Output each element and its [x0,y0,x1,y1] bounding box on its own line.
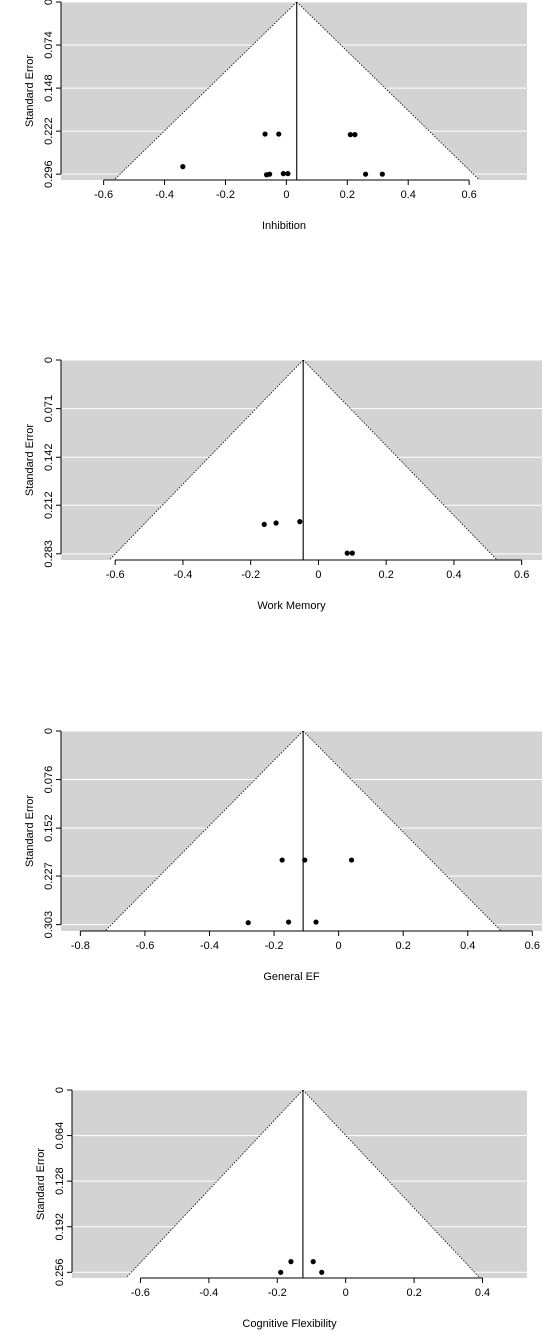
x-tick-label-8: 0.6 [525,940,540,952]
study-point-2 [288,1259,294,1265]
x-tick-label-3: -0.2 [241,569,260,581]
funnel-right-edge [302,1090,481,1278]
study-point-11 [379,171,385,177]
x-tick-label-5: 0 [336,940,342,952]
x-tick-label-7: 0.6 [461,189,476,201]
funnel-plot-panel-3: 0 0.076 0.152 0.227 0.303 -0.8 -0.6 -0.4 -0.2 0 0.… [24,728,542,983]
x-tick-label-2: -0.4 [199,1287,218,1299]
x-tick-label-6: 0.4 [446,569,461,581]
study-point-1 [261,521,267,527]
x-tick-label-2: -0.4 [173,569,192,581]
study-point-3 [297,519,303,525]
y-tick-label-1: 0 [43,728,55,734]
study-point-8 [347,132,353,138]
x-tick-label-6: 0.2 [396,940,411,952]
x-tick-label-1: -0.6 [94,189,113,201]
funnel-plot-panel-1: 0 0.074 0.148 0.222 0.296 -0.6 -0.4 -0.2 0 0.2 0.4… [24,0,527,232]
y-axis-title: Standard Error [24,424,36,496]
x-axis-title: Work Memory [257,600,326,612]
study-point-10 [362,171,369,177]
y-tick-label-5: 0.296 [43,160,55,188]
study-point-2 [279,857,285,863]
y-tick-label-3: 0.152 [43,814,55,842]
study-point-9 [352,132,358,138]
study-point-5 [276,131,282,137]
study-point-1 [245,920,251,926]
x-axis-title: Cognitive Flexibility [242,1318,337,1330]
x-tick-label-1: -0.6 [131,1287,150,1299]
y-tick-label-1: 0 [43,357,55,363]
funnel-left-edge [113,2,298,180]
study-point-2 [262,131,268,137]
x-tick-label-5: 0.2 [406,1287,421,1299]
funnel-right-edge [302,731,502,931]
x-tick-label-5: 0.2 [340,189,355,201]
x-tick-label-7: 0.6 [514,569,529,581]
x-tick-label-2: -0.6 [135,940,154,952]
x-tick-label-6: 0.4 [475,1287,490,1299]
y-tick-label-3: 0.128 [54,1167,66,1195]
study-point-4 [344,550,350,556]
study-point-4 [267,171,273,177]
y-tick-label-2: 0.071 [43,395,55,423]
y-tick-label-2: 0.076 [43,766,55,794]
x-tick-label-3: -0.4 [200,940,219,952]
x-tick-label-5: 0.2 [379,569,394,581]
funnel-left-edge [109,360,304,560]
study-point-4 [302,857,308,863]
x-tick-label-4: 0 [283,189,289,201]
y-tick-label-5: 0.283 [43,540,55,568]
y-tick-label-3: 0.148 [43,74,55,102]
funnel-left-edge [125,1090,304,1278]
x-tick-label-4: 0 [315,569,321,581]
study-point-3 [310,1259,316,1265]
study-point-6 [348,857,355,863]
study-point-7 [285,171,291,177]
y-tick-label-2: 0.074 [43,31,55,59]
study-point-1 [180,164,186,170]
x-tick-label-1: -0.8 [71,940,90,952]
y-tick-label-1: 0 [43,0,55,5]
funnel-left-edge [104,731,304,931]
funnel-right-edge [302,360,498,560]
x-axis-title: General EF [263,971,320,983]
study-point-6 [280,171,286,177]
y-axis-title: Standard Error [35,1148,47,1220]
funnel-plot-panel-4: 0 0.064 0.128 0.192 0.256 -0.6 -0.4 -0.2 0 0.2 0.4… [35,1087,527,1330]
y-axis-title: Standard Error [24,55,36,127]
study-point-5 [313,919,319,925]
study-point-2 [273,520,279,526]
x-tick-label-7: 0.4 [460,940,475,952]
y-tick-label-4: 0.227 [43,862,55,890]
x-axis-title: Inhibition [262,220,306,232]
y-tick-label-2: 0.064 [54,1122,66,1150]
x-tick-label-4: -0.2 [265,940,284,952]
y-tick-label-1: 0 [54,1087,66,1093]
funnel-right-edge [296,2,480,180]
x-tick-label-6: 0.4 [401,189,416,201]
x-tick-label-3: -0.2 [216,189,235,201]
x-tick-label-1: -0.6 [106,569,125,581]
x-tick-label-2: -0.4 [155,189,174,201]
study-point-5 [349,550,355,556]
y-tick-label-4: 0.192 [54,1213,66,1241]
y-tick-label-5: 0.303 [43,911,55,939]
y-tick-label-3: 0.142 [43,443,55,471]
funnel-plot-panel-2: 0 0.071 0.142 0.212 0.283 -0.6 -0.4 -0.2 0 0.2 0.4… [24,357,542,612]
y-tick-label-4: 0.222 [43,117,55,145]
y-axis-title: Standard Error [24,795,36,867]
x-tick-label-3: -0.2 [268,1287,287,1299]
y-tick-label-5: 0.256 [54,1259,66,1287]
x-tick-label-4: 0 [343,1287,349,1299]
study-point-3 [285,919,292,925]
study-point-4 [319,1269,325,1275]
y-tick-label-4: 0.212 [43,491,55,519]
study-point-1 [278,1269,284,1275]
